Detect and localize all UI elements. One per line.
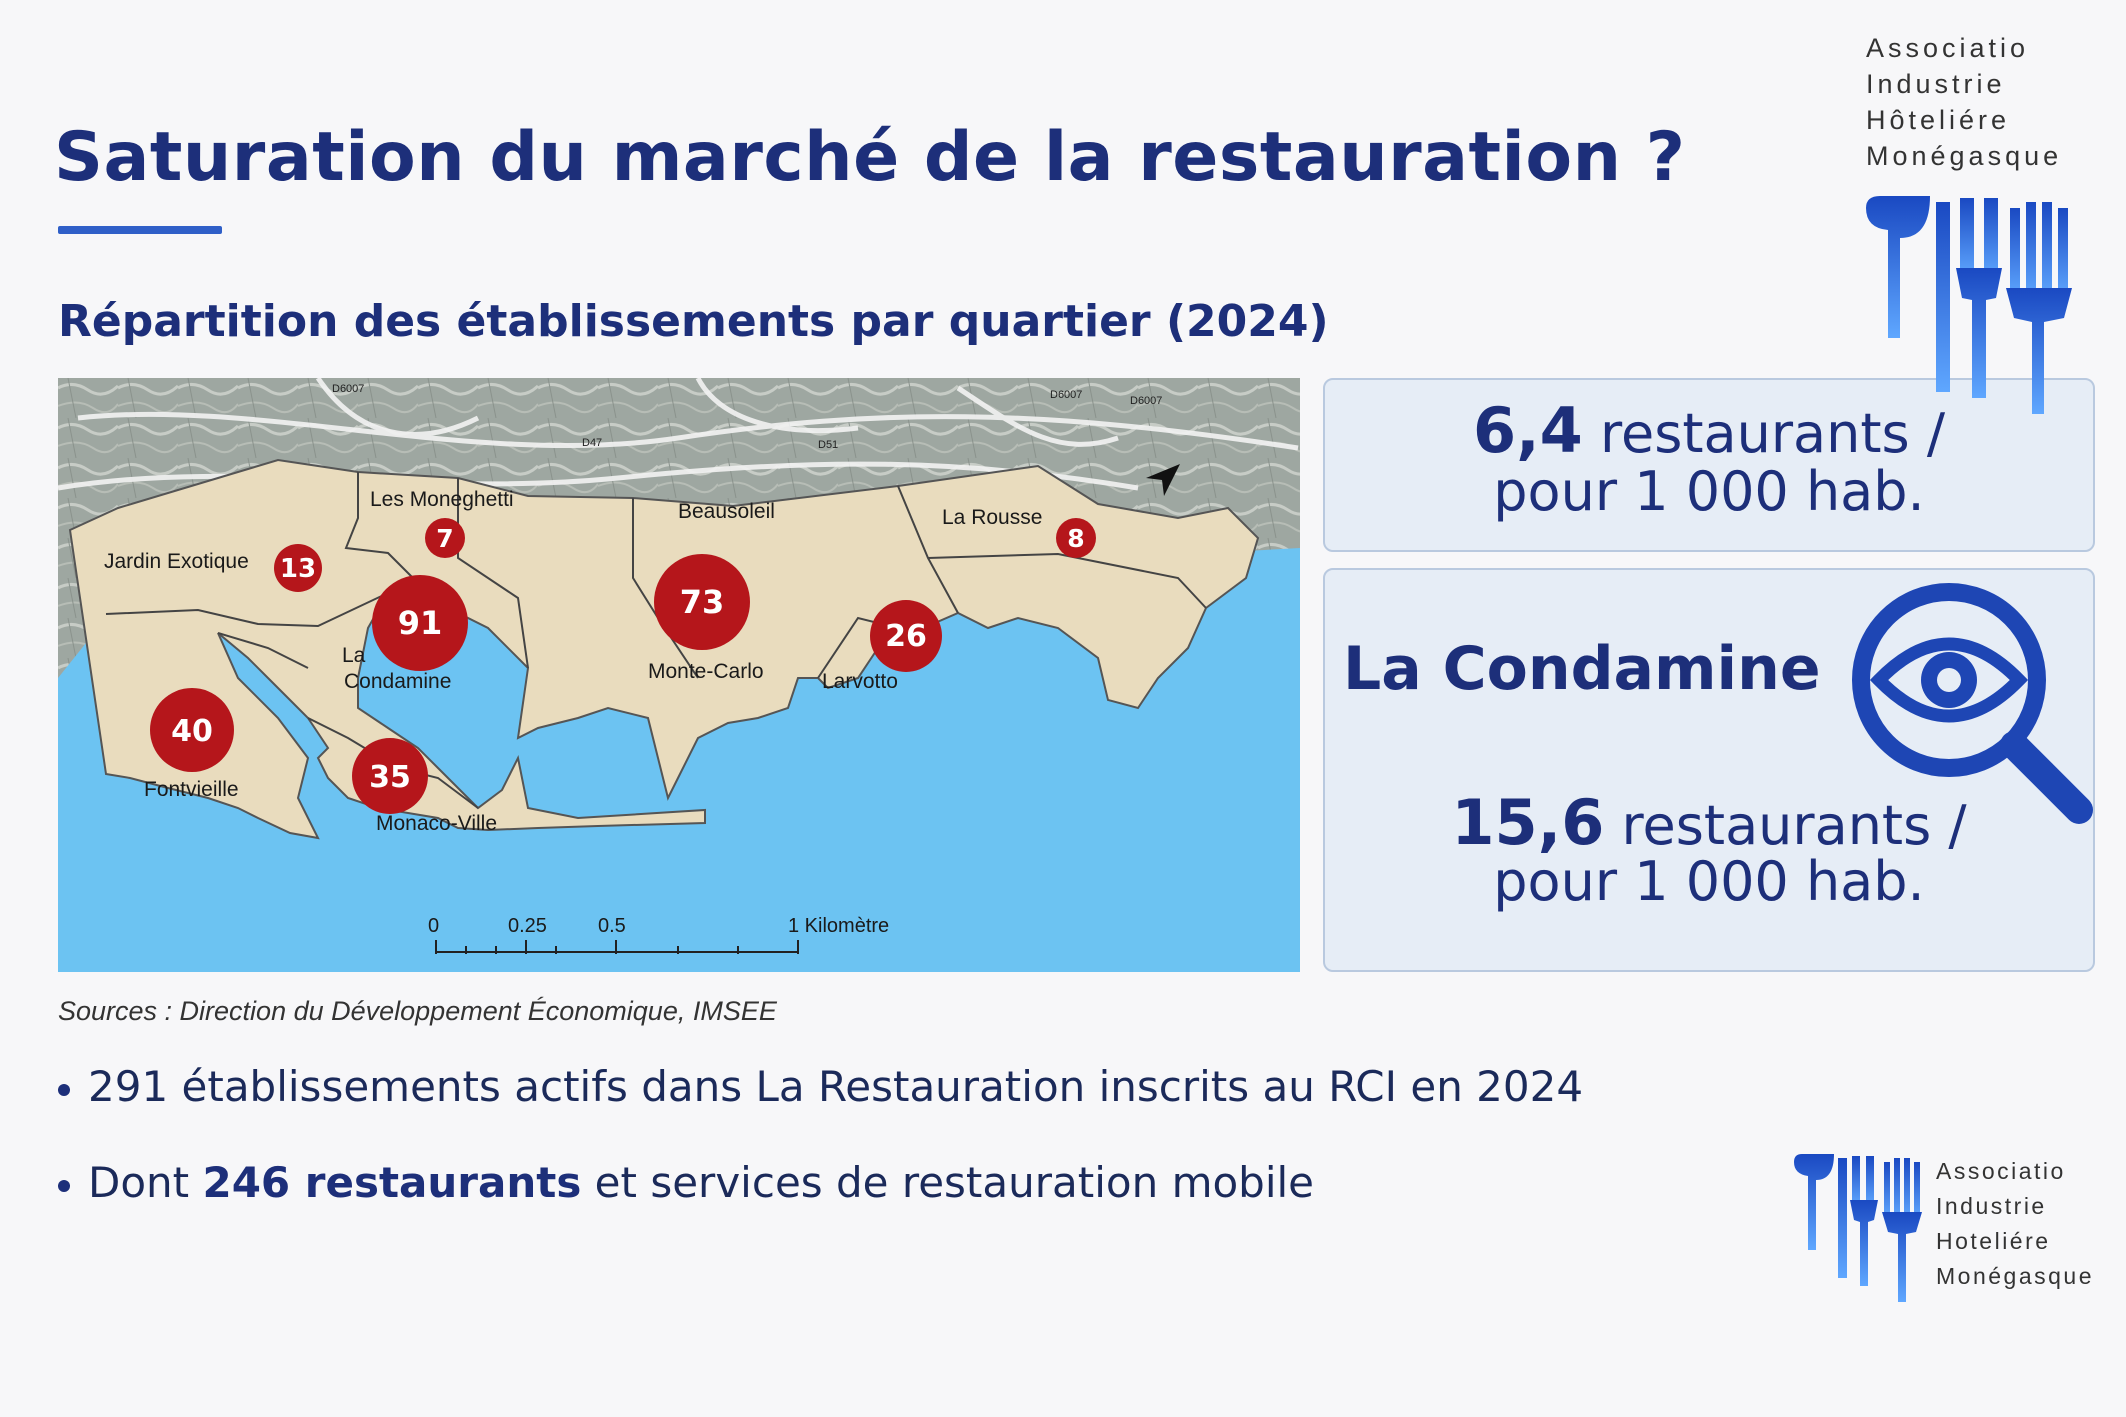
logo-top-wordmark: Associatio Industrie Hôteliére Monégasqu… — [1866, 30, 2066, 174]
condamine-heading: La Condamine — [1343, 634, 1821, 704]
cutlery-logo-icon — [1866, 196, 2072, 414]
logo-bottom-line4: Monégasque — [1936, 1263, 2094, 1289]
condamine-density-card: La Condamine 15,6 restaurants / pour 1 0… — [1323, 568, 2095, 972]
scale-tick-05: 0.5 — [598, 915, 626, 937]
district-label-jardin-exotique: Jardin Exotique — [104, 550, 249, 573]
cutlery-logo-small-icon — [1794, 1154, 1922, 1302]
logo-top-line3: Hôteliére — [1866, 105, 2011, 135]
scale-tick-025: 0.25 — [508, 915, 547, 937]
district-label-la: La — [342, 644, 366, 667]
district-label-monaco-ville: Monaco-Ville — [376, 812, 497, 835]
logo-bottom-wordmark: Associatio Industrie Hoteliére Monégasqu… — [1936, 1154, 2094, 1294]
bullet-dot — [58, 1083, 70, 1096]
bubble-value-la-condamine: 91 — [398, 604, 443, 642]
bubble-value-les-moneghetti: 7 — [436, 524, 453, 553]
district-label-fontvieille: Fontvieille — [144, 778, 239, 801]
bubble-value-fontvieille: 40 — [171, 714, 213, 749]
monaco-density-line2: pour 1 000 hab. — [1493, 460, 1925, 523]
sources-note: Sources : Direction du Développement Éco… — [58, 996, 777, 1026]
condamine-density-line2: pour 1 000 hab. — [1493, 850, 1925, 913]
bubble-larvotto: 26 — [870, 600, 942, 672]
condamine-density-unit: restaurants / — [1621, 794, 1967, 857]
bullet-text-1: 291 établissements actifs dans La Restau… — [88, 1062, 1584, 1111]
bullet-item: 291 établissements actifs dans La Restau… — [58, 1062, 1583, 1111]
district-label-la-condamine: Condamine — [344, 670, 451, 693]
monaco-density-value: 6,4 — [1472, 394, 1583, 467]
bullet-item: Dont 246 restaurants et services de rest… — [58, 1158, 1314, 1207]
road-label-3: D51 — [818, 439, 838, 451]
logo-top-line4: Monégasque — [1866, 141, 2063, 171]
bubble-value-la-rousse: 8 — [1067, 524, 1084, 553]
bullet-text-2-prefix: Dont — [88, 1158, 203, 1207]
district-label-la-rousse: La Rousse — [942, 506, 1042, 529]
magnifier-eye-icon — [1849, 580, 2099, 834]
logo-top-line2: Industrie — [1866, 69, 2006, 99]
condamine-density-value: 15,6 — [1451, 786, 1605, 859]
bubble-les-moneghetti: 7 — [425, 518, 465, 558]
logo-bottom-line3: Hoteliére — [1936, 1228, 2051, 1254]
bubble-jardin-exotique: 13 — [274, 544, 322, 592]
logo-bottom-line1: Associatio — [1936, 1158, 2066, 1184]
monaco-density-line1: 6,4 restaurants / — [1325, 394, 2093, 467]
bubble-monte-carlo: 73 — [654, 554, 750, 650]
district-label-monte-carlo: Monte-Carlo — [648, 660, 764, 683]
bullet-dot — [58, 1179, 70, 1192]
bullet-text-2-bold: 246 restaurants — [202, 1158, 582, 1207]
condamine-density-line1: 15,6 restaurants / — [1325, 786, 2093, 859]
scale-tick-0: 0 — [428, 915, 439, 937]
road-label-4: D6007 — [1050, 389, 1082, 401]
logo-top-line1: Associatio — [1866, 33, 2030, 63]
bubble-value-monaco-ville: 35 — [369, 760, 411, 795]
road-label-2: D47 — [582, 437, 602, 449]
bubble-la-condamine: 91 — [372, 575, 468, 671]
bubble-fontvieille: 40 — [150, 688, 234, 772]
district-label-larvotto: Larvotto — [822, 670, 898, 693]
road-label-5: D6007 — [1130, 395, 1162, 407]
bubble-value-monte-carlo: 73 — [680, 583, 725, 621]
north-arrow-icon — [1146, 464, 1180, 496]
page-title: Saturation du marché de la restauration … — [54, 118, 1686, 197]
district-label-les-moneghetti: Les Moneghetti — [370, 488, 514, 511]
map-subtitle: Répartition des établissements par quart… — [58, 296, 1329, 347]
place-label-beausoleil: Beausoleil — [678, 500, 775, 523]
monaco-density-unit: restaurants / — [1599, 402, 1946, 465]
bubble-value-jardin-exotique: 13 — [280, 554, 316, 584]
bubble-la-rousse: 8 — [1056, 518, 1096, 558]
bubble-value-larvotto: 26 — [885, 619, 927, 654]
monaco-density-card: 6,4 restaurants / pour 1 000 hab. — [1323, 378, 2095, 552]
bubble-monaco-ville: 35 — [352, 738, 428, 814]
bullet-text-2-suffix: et services de restauration mobile — [581, 1158, 1315, 1207]
title-underline — [58, 226, 222, 234]
monaco-district-map: D6007 D47 D51 D6007 D6007 Beausoleil Jar… — [58, 378, 1300, 972]
logo-bottom-line2: Industrie — [1936, 1193, 2047, 1219]
road-label-1: D6007 — [332, 383, 364, 395]
scale-bar — [435, 940, 799, 954]
scale-tick-1km: 1 Kilomètre — [788, 915, 889, 937]
